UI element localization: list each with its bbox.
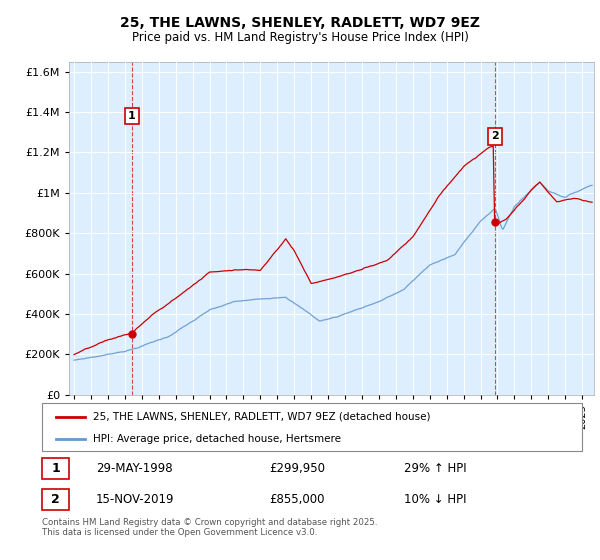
Text: £299,950: £299,950 xyxy=(269,462,325,475)
Text: Contains HM Land Registry data © Crown copyright and database right 2025.
This d: Contains HM Land Registry data © Crown c… xyxy=(42,518,377,538)
Text: 29-MAY-1998: 29-MAY-1998 xyxy=(96,462,173,475)
Text: HPI: Average price, detached house, Hertsmere: HPI: Average price, detached house, Hert… xyxy=(94,434,341,444)
Text: £855,000: £855,000 xyxy=(269,493,325,506)
Text: 15-NOV-2019: 15-NOV-2019 xyxy=(96,493,175,506)
Text: 25, THE LAWNS, SHENLEY, RADLETT, WD7 9EZ: 25, THE LAWNS, SHENLEY, RADLETT, WD7 9EZ xyxy=(120,16,480,30)
Text: 1: 1 xyxy=(51,462,60,475)
Text: 2: 2 xyxy=(51,493,60,506)
Text: 10% ↓ HPI: 10% ↓ HPI xyxy=(404,493,466,506)
Text: 25, THE LAWNS, SHENLEY, RADLETT, WD7 9EZ (detached house): 25, THE LAWNS, SHENLEY, RADLETT, WD7 9EZ… xyxy=(94,412,431,422)
Bar xyxy=(42,489,69,510)
Text: 2: 2 xyxy=(491,131,499,141)
Text: 1: 1 xyxy=(128,111,136,121)
Text: Price paid vs. HM Land Registry's House Price Index (HPI): Price paid vs. HM Land Registry's House … xyxy=(131,31,469,44)
Bar xyxy=(42,458,69,479)
Text: 29% ↑ HPI: 29% ↑ HPI xyxy=(404,462,466,475)
